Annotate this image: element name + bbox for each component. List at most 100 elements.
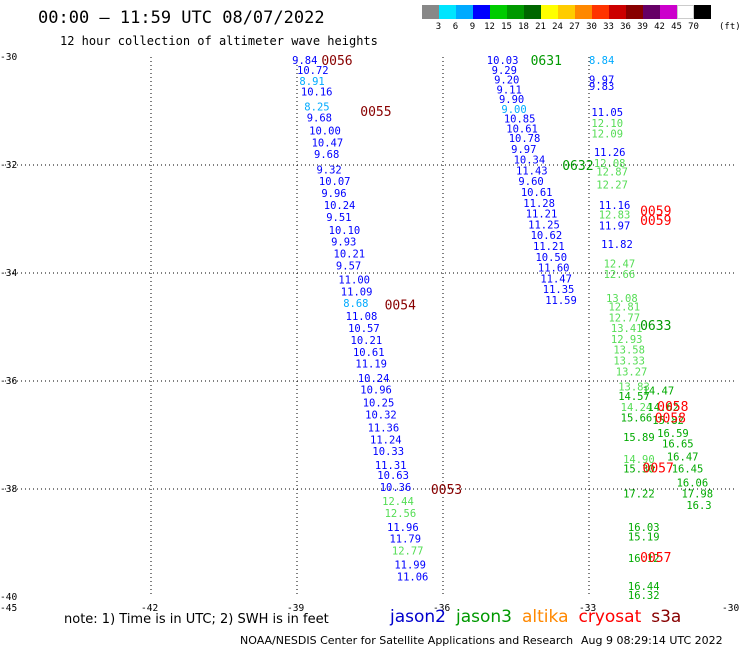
- wave-height-reading: 10.33: [372, 446, 404, 458]
- wave-height-reading: 9.83: [589, 81, 614, 93]
- wave-height-reading: 11.26: [594, 147, 626, 159]
- wave-height-reading: 11.19: [355, 359, 387, 371]
- wave-height-reading: 16.44: [628, 581, 660, 593]
- pass-time-label: 0054: [385, 298, 416, 313]
- wave-height-reading: 10.34: [514, 155, 546, 167]
- wave-height-reading: 8.68: [343, 298, 368, 310]
- wave-height-reading: 10.16: [301, 87, 333, 99]
- wave-height-reading: 13.41: [611, 323, 643, 335]
- lat-tick-label: -36: [0, 376, 17, 387]
- color-scale-label: 24: [552, 22, 563, 32]
- mission-legend: jason2 jason3 altika cryosat s3a: [390, 607, 691, 627]
- lat-tick-label: -38: [0, 484, 17, 495]
- wave-height-reading: 12.09: [591, 129, 623, 141]
- wave-height-reading: 9.97: [511, 144, 536, 156]
- mission-name: jason2: [390, 607, 446, 627]
- color-swatch: [677, 5, 694, 19]
- wave-height-reading: 9.84: [292, 55, 317, 67]
- lon-tick-label: -33: [579, 603, 596, 614]
- lon-tick-label: -36: [433, 603, 450, 614]
- wave-height-reading: 13.33: [613, 355, 645, 367]
- wave-height-reading: 10.78: [509, 133, 541, 145]
- wave-height-reading: 9.97: [589, 75, 614, 87]
- color-scale-label: 33: [603, 22, 614, 32]
- color-scale-label: 70: [688, 22, 699, 32]
- pass-time-label: 0055: [360, 105, 391, 120]
- color-swatch: [694, 5, 711, 19]
- wave-height-reading: 10.57: [348, 323, 380, 335]
- pass-time-label: 0632: [562, 159, 593, 174]
- lat-tick-label: -40: [0, 592, 17, 603]
- wave-height-reading: 10.61: [506, 123, 538, 135]
- wave-height-reading: 14.62: [647, 402, 679, 414]
- wave-height-reading: 14.47: [643, 386, 675, 398]
- wave-height-reading: 10.24: [358, 373, 390, 385]
- wave-height-reading: 16.59: [657, 428, 689, 440]
- wave-height-reading: 11.06: [397, 571, 429, 583]
- wave-height-reading: 9.60: [518, 176, 543, 188]
- wave-height-reading: 10.96: [360, 385, 392, 397]
- wave-height-reading: 11.96: [387, 522, 419, 534]
- page-title: 00:00 – 11:59 UTC 08/07/2022: [38, 8, 325, 28]
- wave-height-reading: 11.43: [516, 165, 548, 177]
- pass-time-label: 0058: [657, 400, 688, 415]
- mission-name: altika: [522, 607, 569, 627]
- lon-tick-label: -42: [141, 603, 158, 614]
- wave-height-reading: 15.19: [628, 532, 660, 544]
- wave-height-reading: 12.66: [604, 269, 636, 281]
- wave-height-reading: 11.08: [346, 311, 378, 323]
- wave-height-reading: 13.58: [613, 345, 645, 357]
- lat-tick-label: -30: [0, 52, 17, 63]
- lon-tick-label: -45: [0, 603, 17, 614]
- wave-height-reading: 16.06: [677, 478, 709, 490]
- color-scale-label: 27: [569, 22, 580, 32]
- pass-time-label: 0057: [643, 461, 674, 476]
- wave-height-reading: 15.30: [623, 463, 655, 475]
- lat-tick-label: -34: [0, 268, 17, 279]
- wave-height-reading: 17.98: [681, 488, 713, 500]
- wave-height-reading: 8.25: [304, 102, 329, 114]
- wave-height-reading: 9.57: [336, 260, 361, 272]
- wave-height-reading: 15.66: [621, 413, 653, 425]
- lat-tick-label: -32: [0, 160, 17, 171]
- wave-height-reading: 12.83: [599, 210, 631, 222]
- wave-height-reading: 11.31: [375, 460, 407, 472]
- timestamp-text: Aug 9 08:29:14 UTC 2022: [581, 634, 723, 647]
- wave-height-reading: 11.47: [540, 273, 572, 285]
- color-swatch: [473, 5, 490, 19]
- pass-time-label: 0633: [640, 319, 671, 334]
- wave-height-reading: 16.45: [672, 463, 704, 475]
- color-swatch: [456, 5, 473, 19]
- wave-height-reading: 10.03: [487, 55, 519, 67]
- wave-height-reading: 12.81: [608, 301, 640, 313]
- color-swatch: [507, 5, 524, 19]
- mission-name: jason3: [456, 607, 512, 627]
- wave-height-reading: 11.09: [341, 286, 373, 298]
- wave-height-reading: 11.79: [389, 534, 421, 546]
- mission-name: cryosat: [578, 607, 642, 627]
- wave-height-reading: 9.68: [314, 149, 339, 161]
- color-swatch: [422, 5, 439, 19]
- wave-height-reading: 10.61: [353, 347, 385, 359]
- wave-height-reading: 12.44: [382, 496, 414, 508]
- wave-height-reading: 14.24: [621, 402, 653, 414]
- wave-height-reading: 10.50: [535, 252, 567, 264]
- wave-height-reading: 11.21: [533, 241, 565, 253]
- wave-height-reading: 10.63: [377, 470, 409, 482]
- wave-height-reading: 11.59: [545, 295, 577, 307]
- lon-tick-label: -30: [722, 603, 739, 614]
- color-swatch: [609, 5, 626, 19]
- pass-time-label: 0057: [640, 551, 671, 566]
- wave-height-reading: 16.12: [628, 553, 660, 565]
- wave-height-reading: 10.10: [329, 225, 361, 237]
- wave-height-reading: 10.32: [365, 409, 397, 421]
- wave-height-reading: 11.25: [528, 219, 560, 231]
- color-swatch: [643, 5, 660, 19]
- wave-height-reading: 14.57: [618, 391, 650, 403]
- wave-height-reading: 11.24: [370, 434, 402, 446]
- wave-height-reading: 13.83: [618, 381, 650, 393]
- wave-height-reading: 12.08: [594, 158, 626, 170]
- wave-height-reading: 10.25: [363, 398, 395, 410]
- pass-time-label: 0058: [655, 412, 686, 427]
- color-scale-label: 18: [518, 22, 529, 32]
